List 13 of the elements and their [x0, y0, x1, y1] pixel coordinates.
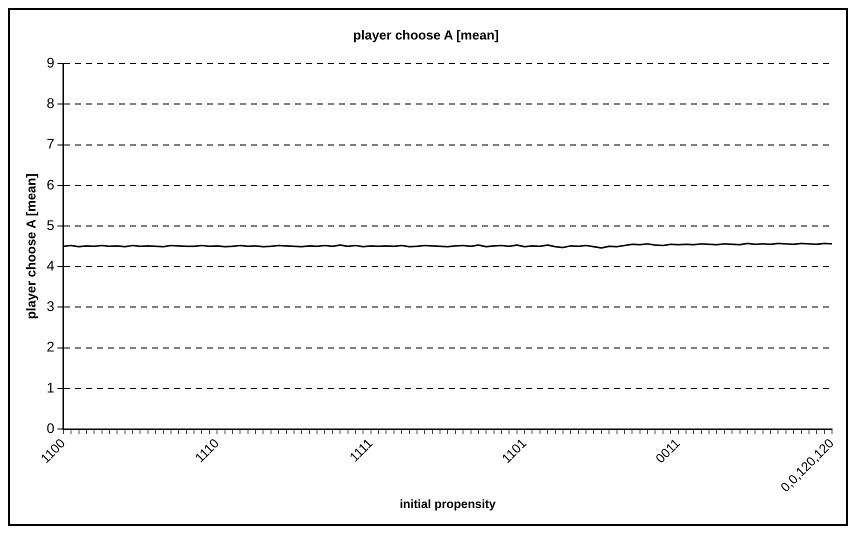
y-tick-label: 9 [46, 54, 55, 70]
y-tick-label: 0 [46, 420, 55, 436]
y-tick-label: 2 [46, 338, 55, 355]
y-tick-label: 1 [46, 379, 55, 396]
chart-title: player choose A [mean] [353, 27, 499, 42]
y-tick-label: 4 [46, 257, 55, 274]
y-tick-label: 5 [46, 216, 55, 233]
y-tick-label: 7 [46, 136, 55, 152]
y-tick-label: 8 [46, 95, 55, 112]
x-axis-title: initial propensity [400, 497, 496, 512]
y-tick-label: 3 [46, 298, 55, 314]
y-tick-label: 6 [46, 176, 55, 192]
y-axis-title: player choose A [mean] [23, 173, 38, 320]
